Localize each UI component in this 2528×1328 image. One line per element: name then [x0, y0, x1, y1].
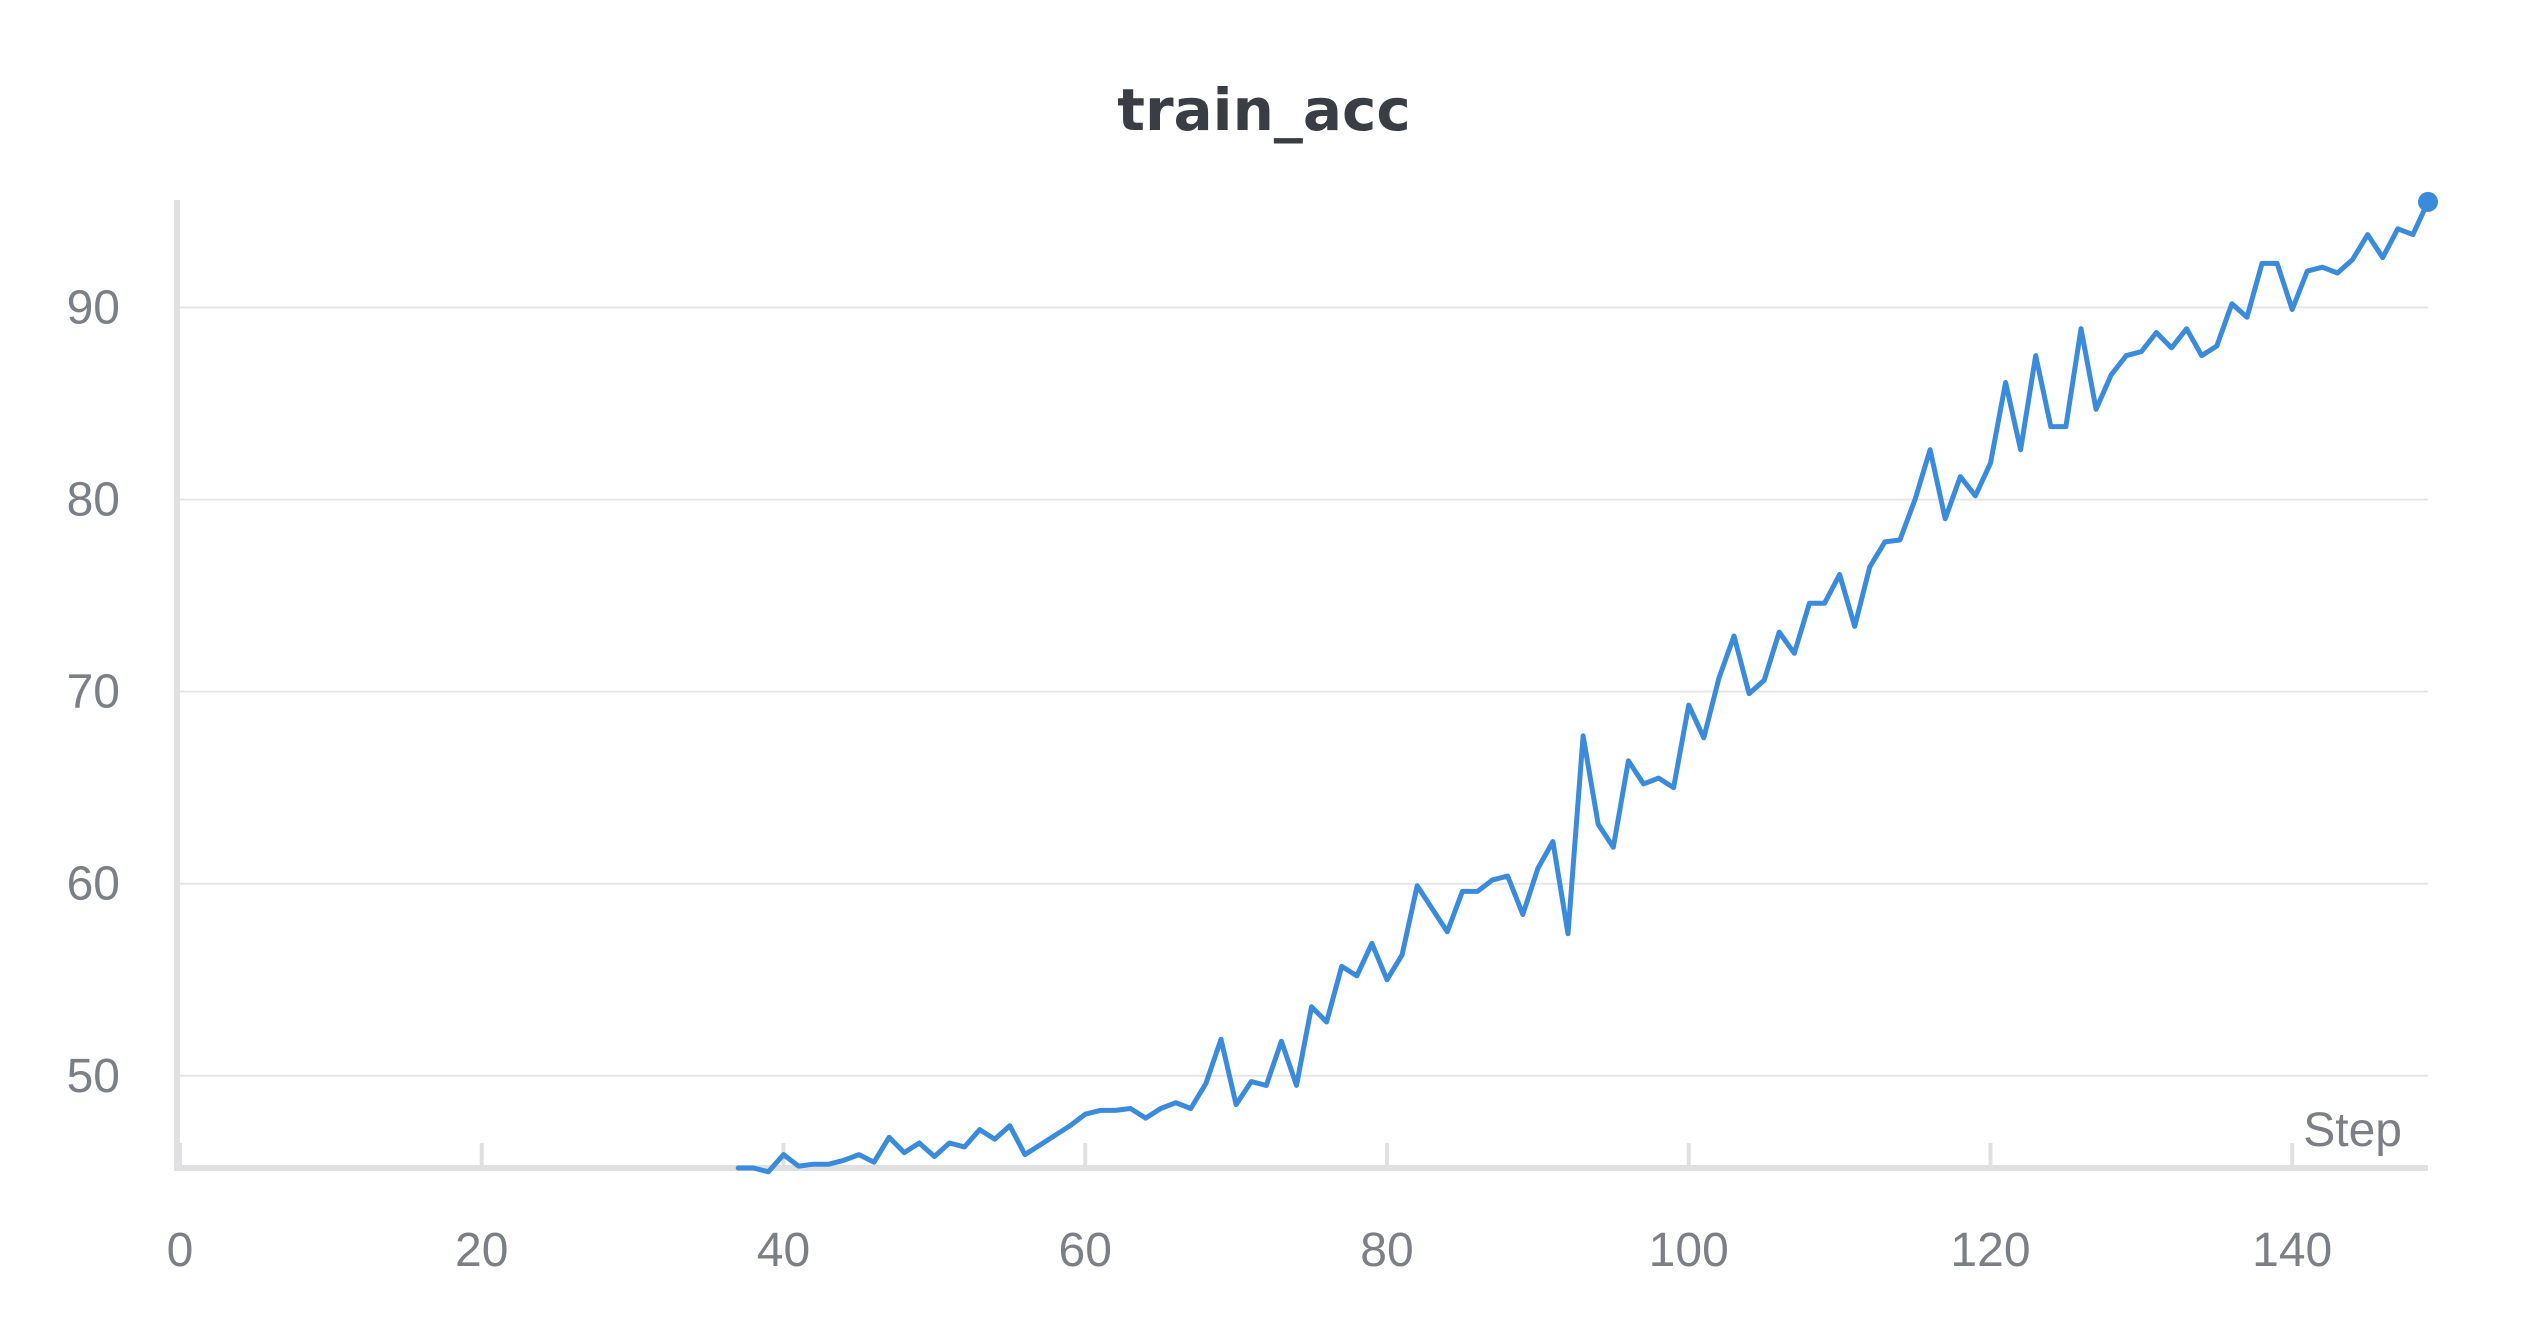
y-axis-ticks: 50 60 70 80 90 [67, 282, 120, 1103]
y-tick-label: 80 [67, 474, 120, 527]
gridlines [180, 306, 2428, 1077]
x-tick-label: 20 [455, 1224, 508, 1277]
y-tick-label: 60 [67, 858, 120, 911]
chart-title: train_acc [1117, 76, 1411, 144]
x-tick-label: 100 [1649, 1224, 1729, 1277]
y-tick-label: 90 [67, 282, 120, 335]
series-line [735, 199, 2431, 1175]
series-layer [735, 191, 2438, 1175]
x-tick-label: 140 [2252, 1224, 2332, 1277]
x-tick-label: 0 [167, 1224, 194, 1277]
x-tick-label: 60 [1059, 1224, 1112, 1277]
x-axis-ticks: 0 20 40 60 80 100 120 140 [167, 1143, 2332, 1277]
x-tick-label: 80 [1360, 1224, 1413, 1277]
x-tick-label: 120 [1950, 1224, 2030, 1277]
x-axis-label: Step [2303, 1104, 2402, 1157]
y-tick-label: 70 [67, 666, 120, 719]
last-point-marker [2418, 191, 2438, 212]
y-tick-label: 50 [67, 1050, 120, 1103]
x-tick-label: 40 [757, 1224, 810, 1277]
